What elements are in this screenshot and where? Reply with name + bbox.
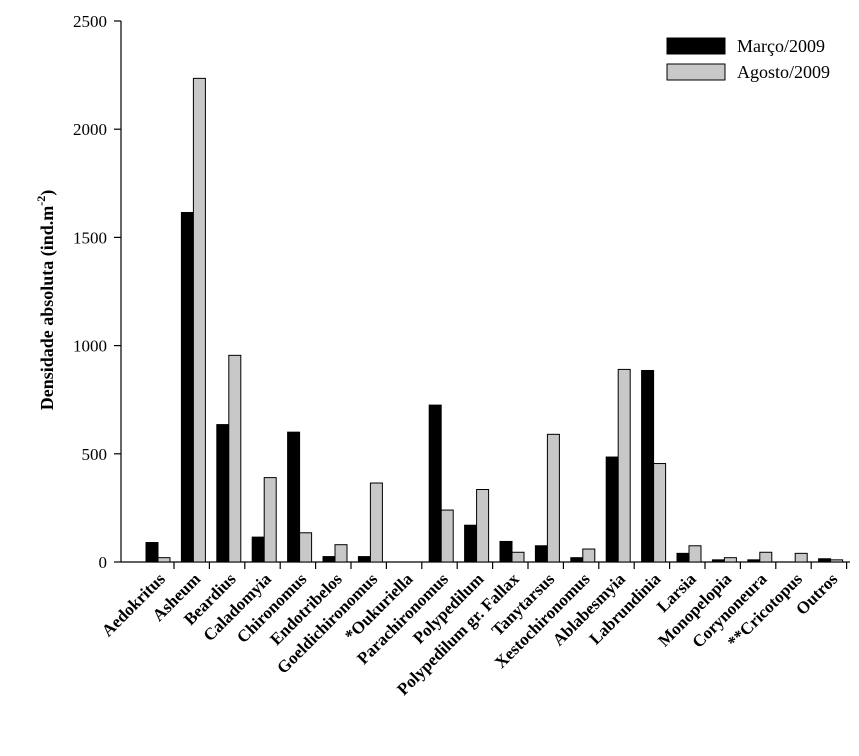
bar-marco [287, 431, 301, 563]
legend-label-marco: Março/2009 [737, 36, 825, 56]
y-tick-label: 1000 [73, 337, 107, 356]
bar-agosto [617, 368, 631, 563]
bar-agosto [653, 463, 667, 563]
bar-agosto [228, 354, 242, 563]
bar-agosto [546, 433, 560, 563]
bar-agosto [334, 544, 348, 563]
bar-agosto [794, 552, 808, 563]
legend-swatch-agosto [666, 63, 726, 81]
y-tick-label: 2500 [73, 12, 107, 31]
bar-agosto [263, 477, 277, 563]
bar-agosto [688, 545, 702, 563]
bar-marco [605, 456, 619, 563]
bar-marco [747, 559, 761, 563]
y-axis-label-suffix: ) [37, 190, 58, 196]
bar-marco [464, 524, 478, 563]
bar-agosto [299, 532, 313, 563]
bar-marco [818, 558, 832, 563]
legend-swatch-marco [666, 37, 726, 55]
bar-agosto [759, 551, 773, 563]
bar-marco [534, 545, 548, 563]
bar-marco [180, 212, 194, 563]
bar-marco [711, 559, 725, 563]
bar-marco [641, 369, 655, 563]
bar-marco [499, 540, 513, 563]
bar-agosto [723, 557, 737, 563]
y-tick-label: 1500 [73, 228, 107, 247]
bar-marco [428, 404, 442, 563]
bar-marco [216, 424, 230, 563]
bar-agosto [440, 509, 454, 563]
legend: Março/2009 Agosto/2009 [666, 36, 830, 82]
bar-agosto [192, 77, 206, 563]
y-axis-label-main: Densidade absoluta (ind.m [37, 206, 58, 411]
y-tick-label: 0 [99, 553, 108, 572]
bar-marco [251, 536, 265, 563]
bar-agosto [476, 489, 490, 563]
bar-agosto [511, 551, 525, 563]
bar-marco [322, 556, 336, 563]
y-axis-label: Densidade absoluta (ind.m-2) [34, 190, 58, 411]
bar-marco [676, 552, 690, 563]
bar-agosto [582, 548, 596, 563]
bar-marco [145, 542, 159, 563]
y-tick-label: 500 [82, 445, 108, 464]
bar-agosto [369, 482, 383, 563]
y-axis-label-superscript: -2 [34, 196, 48, 206]
y-tick-label: 2000 [73, 120, 107, 139]
bar-agosto [157, 557, 171, 563]
legend-label-agosto: Agosto/2009 [737, 62, 830, 82]
bar-marco [357, 556, 371, 563]
bar-agosto [830, 559, 844, 563]
plot-area: 05001000150020002500AedokritusAsheumBear… [73, 12, 850, 699]
bar-marco [570, 557, 584, 563]
